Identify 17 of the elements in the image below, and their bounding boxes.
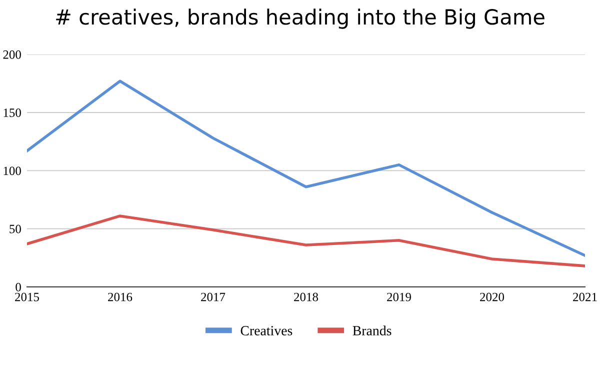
- legend-label: Brands: [352, 326, 392, 336]
- y-tick-label: 0: [16, 282, 21, 292]
- x-tick-label: 2016: [108, 292, 132, 302]
- chart-title: # creatives, brands heading into the Big Game: [56, 8, 544, 29]
- y-tick-label: 200: [3, 50, 21, 59]
- y-tick-label: 50: [10, 224, 21, 234]
- x-tick-label: 2017: [201, 292, 226, 302]
- x-tick-label: 2018: [294, 292, 318, 302]
- line-series: [27, 214, 585, 268]
- x-tick-label: 2015: [15, 292, 40, 302]
- x-tick-label: 2021: [573, 292, 597, 302]
- legend-label: Creatives: [240, 326, 292, 336]
- y-tick-label: 100: [4, 166, 21, 176]
- line-series: [27, 80, 585, 257]
- x-tick-label: 2020: [480, 292, 504, 302]
- x-tick-label: 2019: [387, 292, 411, 302]
- y-tick-label: 150: [4, 108, 21, 117]
